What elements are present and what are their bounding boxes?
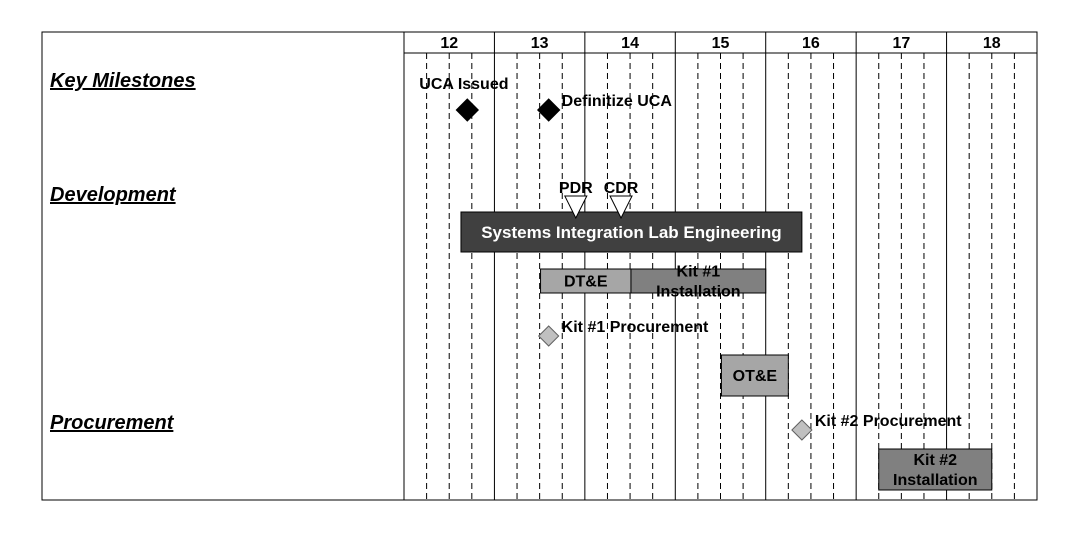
timeline-tick-labels: 12 13 14 15 16 17 18	[440, 35, 1000, 52]
milestone-label: CDR	[604, 180, 639, 197]
task-bar	[540, 268, 632, 294]
milestone-markers: UCA Issued Definitize UCA PDR CDR Kit #1 Pro…	[419, 76, 962, 441]
milestone-diamond	[536, 98, 561, 122]
task-bar	[878, 448, 993, 491]
category-development: Development	[50, 184, 177, 206]
milestone-triangle	[564, 195, 588, 220]
task-bar	[720, 354, 789, 397]
task-label: Systems Integration Lab Engineering	[481, 223, 781, 242]
milestone-label: Kit #2 Procurement	[815, 413, 962, 430]
milestone-label: Definitize UCA	[562, 93, 673, 110]
category-procurement: Procurement	[50, 412, 175, 434]
category-key-milestones: Key Milestones	[50, 70, 196, 92]
tick-label-13: 13	[531, 35, 549, 52]
task-bars: Systems Integration Lab Engineering DT&E O…	[460, 211, 993, 491]
tick-label-17: 17	[892, 35, 910, 52]
tick-label-15: 15	[712, 35, 730, 52]
task-bar	[460, 211, 803, 253]
milestone-diamond	[791, 419, 813, 441]
task-label: Kit #1 Installation	[656, 264, 740, 301]
tick-label-12: 12	[440, 35, 458, 52]
milestone-diamond	[455, 98, 480, 122]
milestone-label: UCA Issued	[419, 76, 508, 93]
milestone-diamond	[537, 325, 560, 347]
task-bar	[630, 268, 767, 294]
tick-label-14: 14	[621, 35, 639, 52]
task-label: OT&E	[733, 368, 778, 385]
tick-label-16: 16	[802, 35, 820, 52]
task-label: Kit #2 Installation	[893, 452, 977, 489]
task-label: DT&E	[564, 274, 608, 291]
milestone-triangle	[609, 195, 633, 220]
milestone-label: PDR	[559, 180, 593, 197]
tick-label-18: 18	[983, 35, 1001, 52]
milestone-label: Kit #1 Procurement	[562, 319, 709, 336]
chart-frame	[41, 31, 1038, 501]
